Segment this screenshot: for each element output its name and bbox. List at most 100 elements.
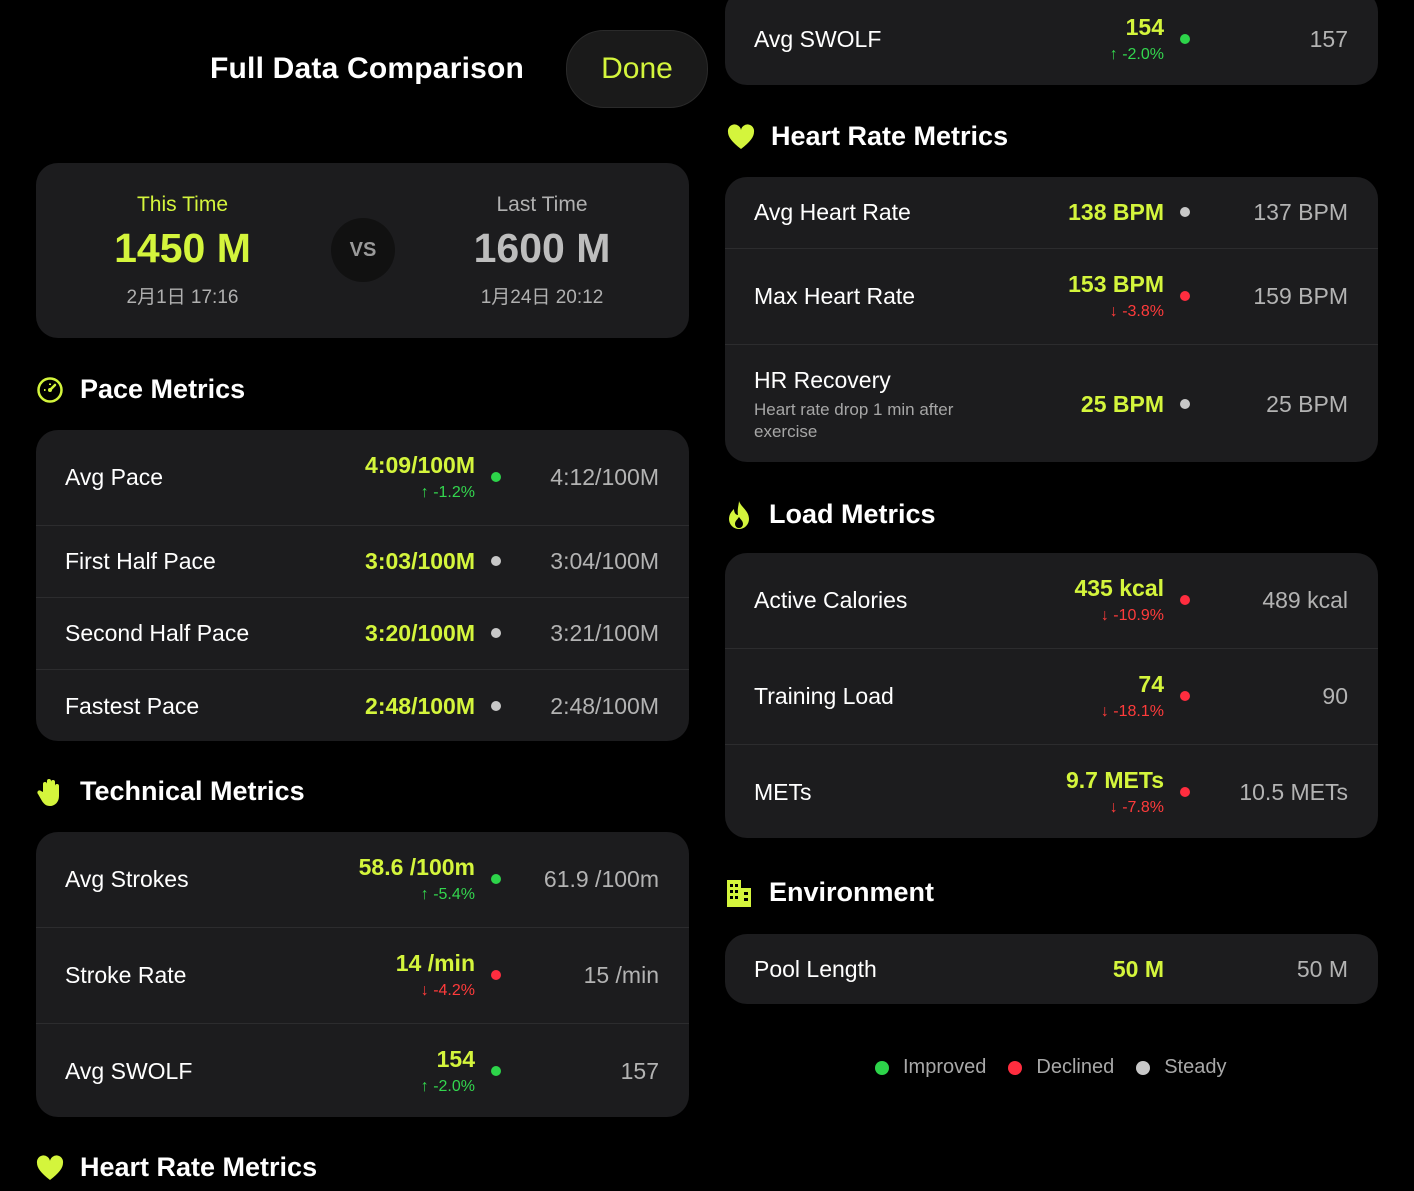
metric-previous: 157 [620, 1058, 659, 1084]
heart-section-title: Heart Rate Metrics [80, 1152, 318, 1182]
status-dot-steady [491, 701, 501, 711]
distance-summary-card: This Time 1450 M 2月1日 17:16 VS Last Time… [36, 163, 689, 338]
metric-name: Active Calories [754, 587, 908, 613]
this-time-label: This Time [136, 193, 228, 216]
metric-row-active-calories: Active Calories 435 kcal ↓ -10.9% 489 kc… [725, 553, 1378, 648]
metric-current: 3:03/100M [365, 548, 475, 574]
last-time-label: Last Time [496, 193, 588, 216]
legend-improved: Improved [875, 1056, 986, 1079]
last-time-date: 1月24日 20:12 [480, 287, 604, 308]
metric-current: 74 [1138, 671, 1164, 697]
metric-delta: ↓ -4.2% [420, 982, 475, 999]
metric-previous: 3:21/100M [550, 620, 659, 646]
metric-current: 3:20/100M [365, 620, 475, 646]
metric-previous: 159 BPM [1253, 283, 1348, 309]
heart-icon [36, 1154, 64, 1182]
metric-name: Stroke Rate [65, 962, 187, 988]
metric-name: Avg Strokes [65, 866, 189, 892]
metric-delta: ↑ -5.4% [420, 886, 475, 903]
status-dot-improved [491, 874, 501, 884]
metric-row-first-half-pace: First Half Pace 3:03/100M 3:04/100M [36, 525, 689, 597]
metric-current: 58.6 /100m [358, 854, 475, 880]
legend-steady-label: Steady [1164, 1056, 1227, 1078]
metric-name: Training Load [754, 683, 894, 709]
metric-current: 25 BPM [1080, 391, 1164, 417]
pace-section-header: Pace Metrics [36, 374, 245, 405]
vs-badge: VS [331, 218, 395, 282]
legend-dot-improved [875, 1060, 889, 1075]
legend-declined-label: Declined [1036, 1056, 1115, 1078]
technical-metrics-card-scrolled: Avg SWOLF 154 ↑ -2.0% 157 [725, 0, 1378, 85]
environment-section-title: Environment [769, 877, 935, 907]
this-time-summary: This Time 1450 M 2月1日 17:16 [36, 163, 329, 309]
metric-previous: 15 /min [583, 962, 659, 988]
metric-previous: 4:12/100M [550, 464, 659, 490]
metric-row-pool-length: Pool Length 50 M 50 M [725, 934, 1378, 1004]
metric-previous: 90 [1322, 683, 1348, 709]
metric-name: Fastest Pace [65, 693, 200, 719]
metric-previous: 489 kcal [1262, 587, 1348, 613]
metric-current: 50 M [1112, 956, 1164, 982]
heart-section-header: Heart Rate Metrics [727, 121, 1008, 152]
status-dot-steady [491, 556, 501, 566]
this-time-distance: 1450 M [114, 225, 251, 271]
metric-delta: ↑ -2.0% [420, 1078, 475, 1095]
metric-previous: 61.9 /100m [543, 866, 659, 892]
status-dot-improved [491, 472, 501, 482]
metric-row-hr-recovery: HR Recovery Heart rate drop 1 min after … [725, 344, 1378, 462]
metric-name: Pool Length [754, 956, 877, 982]
metric-row-fastest-pace: Fastest Pace 2:48/100M 2:48/100M [36, 669, 689, 741]
load-section-title: Load Metrics [769, 499, 936, 529]
metric-name: Second Half Pace [65, 620, 250, 646]
status-legend: Improved Declined Steady [875, 1056, 1248, 1079]
done-button[interactable]: Done [566, 30, 708, 108]
metric-row-avg-heart-rate: Avg Heart Rate 138 BPM 137 BPM [725, 177, 1378, 248]
pace-metrics-card: Avg Pace 4:09/100M ↑ -1.2% 4:12/100M Fir… [36, 430, 689, 741]
metric-row-avg-swolf: Avg SWOLF 154 ↑ -2.0% 157 [725, 0, 1378, 85]
metric-name: HR Recovery [754, 367, 891, 393]
heart-icon [727, 123, 755, 151]
metric-name: METs [754, 779, 812, 805]
metric-name: Avg Pace [65, 464, 164, 490]
page-title: Full Data Comparison [210, 52, 525, 85]
metric-subtitle: Heart rate drop 1 min after exercise [754, 400, 954, 441]
metric-delta: ↑ -1.2% [420, 484, 475, 501]
legend-declined: Declined [1008, 1056, 1114, 1079]
metric-current: 435 kcal [1074, 575, 1164, 601]
metric-delta: ↑ -2.0% [1109, 46, 1164, 63]
metric-current: 153 BPM [1068, 271, 1164, 297]
metric-delta: ↓ -7.8% [1109, 799, 1164, 816]
status-dot-declined [1180, 595, 1190, 605]
pace-section-title: Pace Metrics [80, 374, 246, 404]
environment-card: Pool Length 50 M 50 M [725, 934, 1378, 1004]
metric-name: Avg SWOLF [65, 1058, 193, 1084]
flame-icon [725, 500, 753, 529]
speedometer-icon [36, 376, 64, 404]
hand-icon [36, 778, 64, 806]
metric-delta: ↓ -18.1% [1100, 703, 1164, 720]
metric-current: 154 [436, 1046, 475, 1072]
technical-metrics-card: Avg Strokes 58.6 /100m ↑ -5.4% 61.9 /100… [36, 832, 689, 1117]
status-dot-steady [1180, 207, 1190, 217]
status-dot-declined [1180, 691, 1190, 701]
heart-metrics-card: Avg Heart Rate 138 BPM 137 BPM Max Heart… [725, 177, 1378, 462]
metric-previous: 2:48/100M [550, 693, 659, 719]
last-time-distance: 1600 M [473, 225, 611, 271]
metric-previous: 10.5 METs [1239, 779, 1348, 805]
legend-dot-declined [1008, 1060, 1023, 1075]
this-time-date: 2月1日 17:16 [126, 287, 239, 308]
metric-row-avg-swolf: Avg SWOLF 154 ↑ -2.0% 157 [36, 1023, 689, 1117]
status-dot-steady [1180, 399, 1190, 409]
metric-name: Avg Heart Rate [754, 199, 911, 225]
status-dot-declined [1180, 787, 1190, 797]
metric-row-avg-pace: Avg Pace 4:09/100M ↑ -1.2% 4:12/100M [36, 430, 689, 525]
metric-row-mets: METs 9.7 METs ↓ -7.8% 10.5 METs [725, 744, 1378, 838]
metric-delta: ↓ -10.9% [1100, 607, 1164, 624]
technical-section-title: Technical Metrics [80, 776, 305, 806]
technical-section-header: Technical Metrics [36, 776, 305, 807]
metric-current: 14 /min [395, 950, 475, 976]
heart-section-header: Heart Rate Metrics [36, 1152, 317, 1183]
metric-previous: 50 M [1296, 956, 1348, 982]
status-dot-improved [1180, 34, 1190, 44]
status-dot-improved [491, 1066, 501, 1076]
